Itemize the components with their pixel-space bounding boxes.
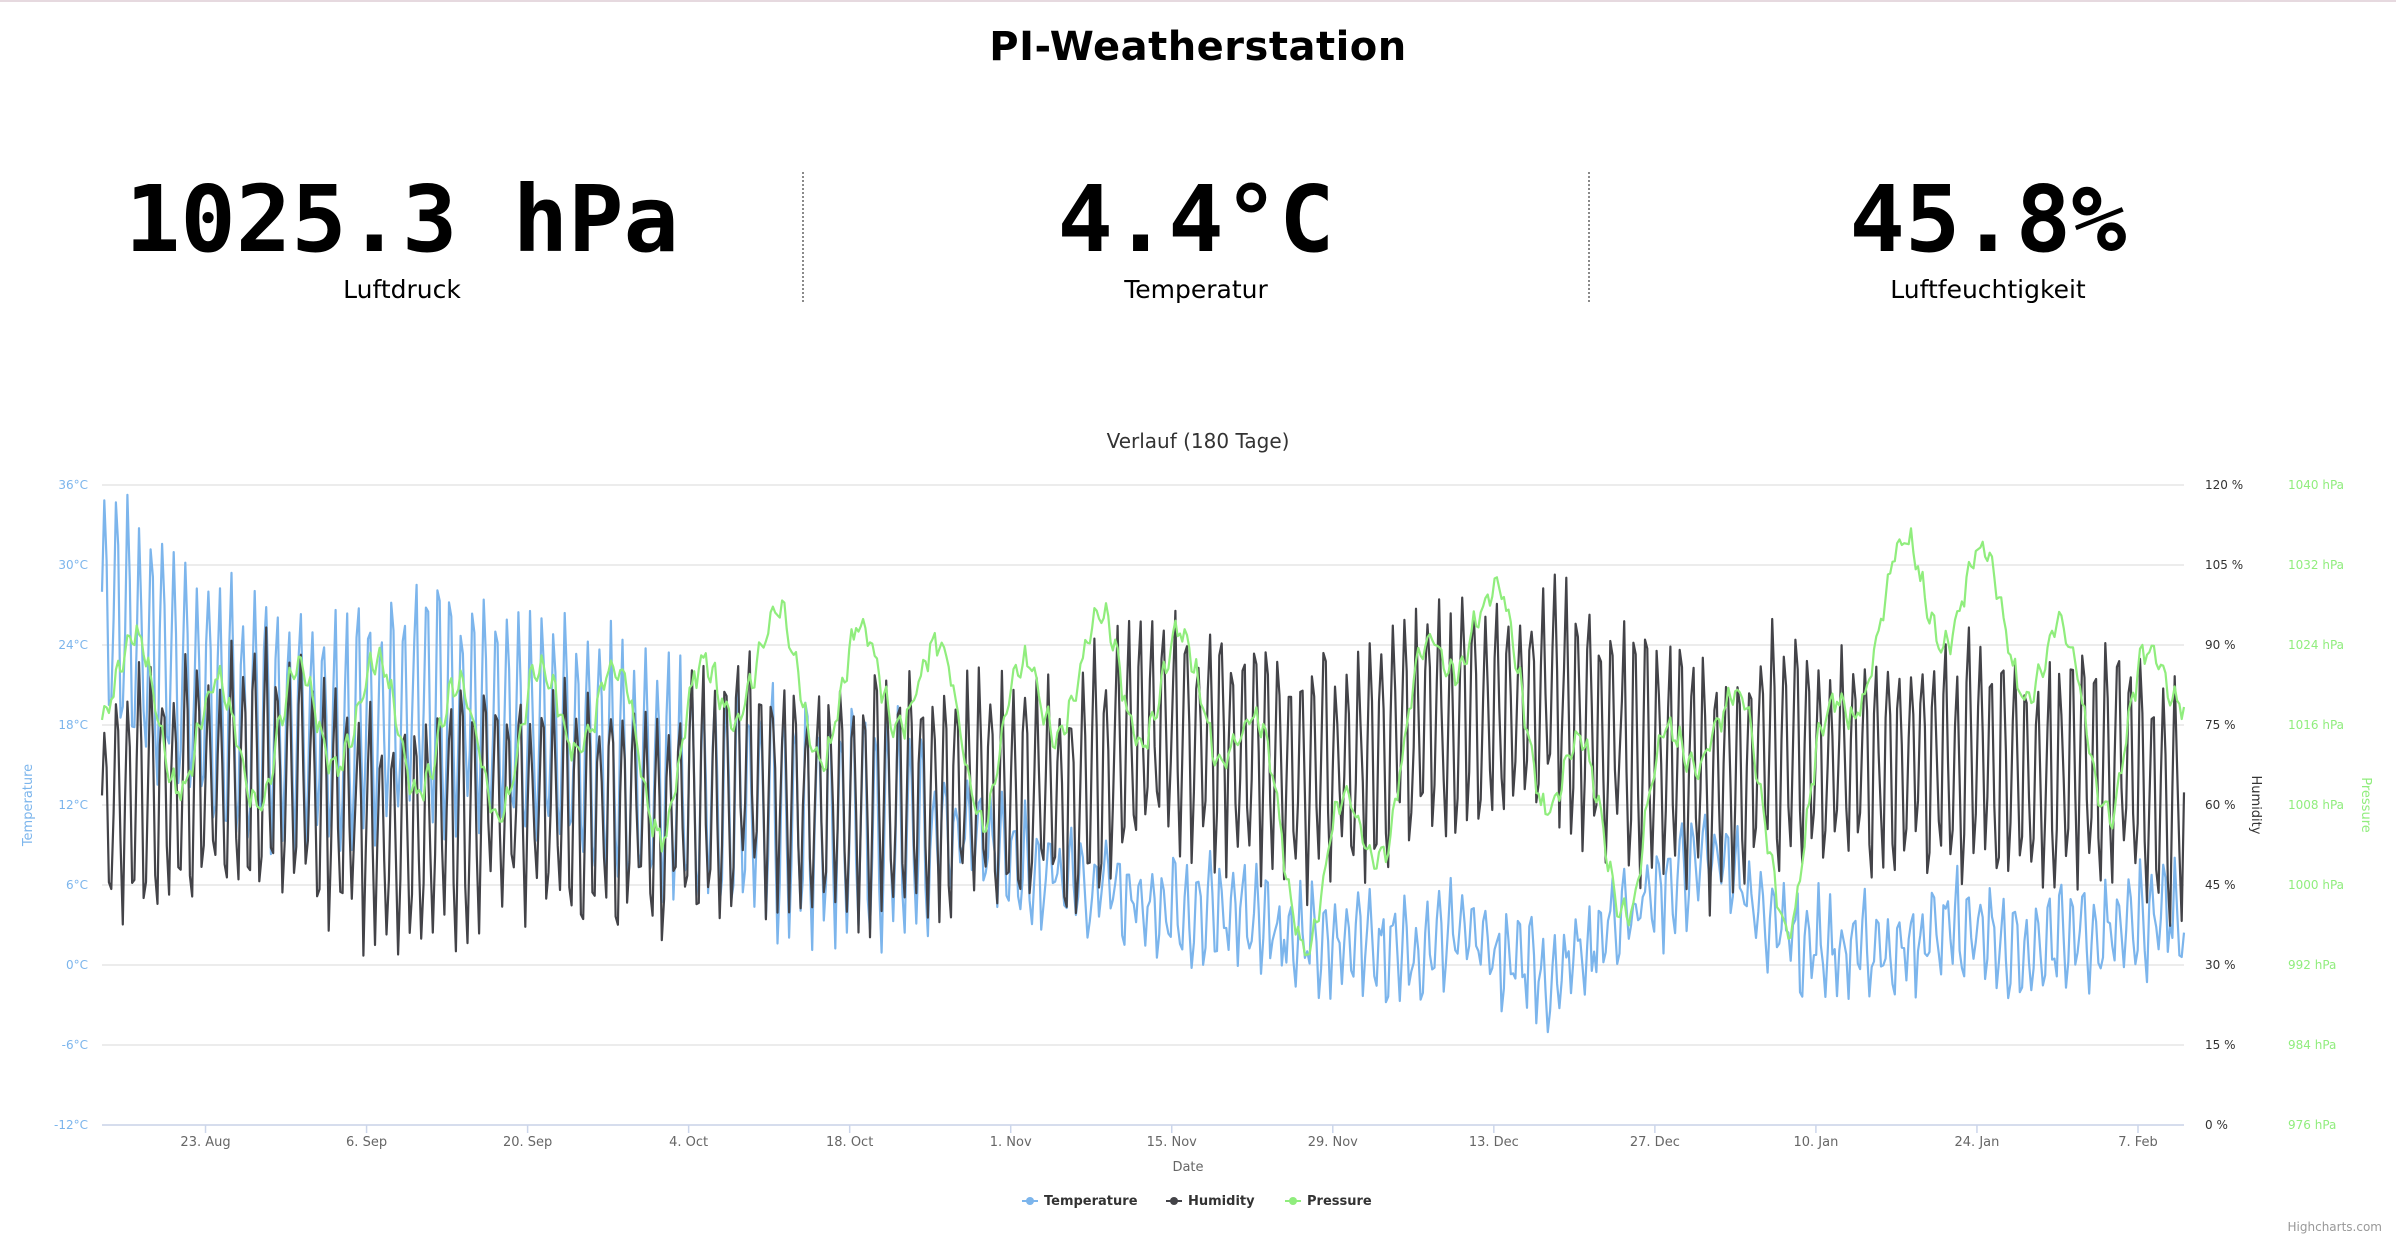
- stat-divider: [802, 172, 804, 302]
- temperature-tick-label: 36°C: [58, 478, 88, 492]
- pressure-tick-label: 984 hPa: [2288, 1038, 2336, 1052]
- x-tick-label: 24. Jan: [1955, 1135, 2000, 1150]
- x-axis-title: Date: [1172, 1160, 1203, 1175]
- temperature-tick-label: -12°C: [54, 1118, 88, 1132]
- humidity-tick-label: 30 %: [2205, 958, 2236, 972]
- humidity-tick-label: 105 %: [2205, 558, 2243, 572]
- legend: Temperature Humidity Pressure: [1022, 1194, 1372, 1209]
- series-line-temperature: [100, 493, 2186, 1034]
- legend-symbol-marker: [1170, 1197, 1178, 1205]
- pressure-tick-label: 1000 hPa: [2288, 878, 2344, 892]
- humidity-axis-title: Humidity: [2248, 776, 2263, 835]
- humidity-tick-label: 120 %: [2205, 478, 2243, 492]
- stat-humidity-label: Luftfeuchtigkeit: [1890, 275, 2086, 304]
- stat-temperature-label: Temperatur: [1124, 275, 1268, 304]
- axes: 23. Aug 6. Sep 20. Sep 4. Oct 18. Oct 1. Nov 1…: [21, 478, 2373, 1150]
- pressure-tick-label: 1040 hPa: [2288, 478, 2344, 492]
- legend-label: Pressure: [1307, 1194, 1372, 1209]
- humidity-tick-label: 15 %: [2205, 1038, 2236, 1052]
- stat-humidity: 45.8% Luftfeuchtigkeit: [1593, 165, 2383, 304]
- stats-row: 1025.3 hPa Luftdruck 4.4°C Temperatur 45…: [0, 165, 2396, 305]
- stat-pressure-value: 1025.3 hPa: [125, 166, 679, 273]
- series-lines: [100, 493, 2186, 1034]
- pressure-tick-label: 976 hPa: [2288, 1118, 2336, 1132]
- x-tick-label: 4. Oct: [669, 1135, 708, 1150]
- x-tick-label: 13. Dec: [1469, 1135, 1519, 1150]
- legend-symbol-marker: [1026, 1197, 1034, 1205]
- humidity-tick-label: 90 %: [2205, 638, 2236, 652]
- pressure-tick-label: 992 hPa: [2288, 958, 2336, 972]
- humidity-tick-label: 60 %: [2205, 798, 2236, 812]
- temperature-tick-label: 18°C: [58, 718, 88, 732]
- pressure-axis-title: Pressure: [2358, 777, 2373, 833]
- x-tick-label: 23. Aug: [180, 1135, 230, 1150]
- credits-link[interactable]: Highcharts.com: [2287, 1220, 2382, 1234]
- x-tick-label: 1. Nov: [990, 1135, 1032, 1150]
- x-tick-label: 20. Sep: [503, 1135, 552, 1150]
- stat-temperature-value: 4.4°C: [1057, 166, 1335, 273]
- x-tick-label: 18. Oct: [826, 1135, 873, 1150]
- series-line-pressure: [100, 527, 2186, 957]
- legend-label: Humidity: [1188, 1194, 1255, 1209]
- page-title: PI-Weatherstation: [989, 24, 1407, 70]
- pressure-tick-label: 1008 hPa: [2288, 798, 2344, 812]
- stat-divider: [1588, 172, 1590, 302]
- legend-item-pressure[interactable]: Pressure: [1285, 1194, 1372, 1209]
- temperature-tick-label: -6°C: [62, 1038, 88, 1052]
- temperature-tick-label: 0°C: [66, 958, 88, 972]
- x-tick-label: 6. Sep: [346, 1135, 387, 1150]
- legend-item-humidity[interactable]: Humidity: [1166, 1194, 1255, 1209]
- temperature-tick-label: 24°C: [58, 638, 88, 652]
- legend-item-temperature[interactable]: Temperature: [1022, 1194, 1138, 1209]
- stat-humidity-value: 45.8%: [1849, 166, 2127, 273]
- temperature-tick-label: 30°C: [58, 558, 88, 572]
- pressure-tick-label: 1032 hPa: [2288, 558, 2344, 572]
- stat-pressure: 1025.3 hPa Luftdruck: [7, 165, 797, 304]
- temperature-tick-label: 6°C: [66, 878, 88, 892]
- stat-pressure-label: Luftdruck: [343, 275, 461, 304]
- legend-label: Temperature: [1044, 1194, 1138, 1209]
- humidity-tick-label: 45 %: [2205, 878, 2236, 892]
- temperature-axis-title: Temperature: [21, 764, 36, 847]
- top-accent-line: [0, 0, 2396, 2]
- stat-temperature: 4.4°C Temperatur: [801, 165, 1591, 304]
- temperature-tick-label: 12°C: [58, 798, 88, 812]
- pressure-tick-label: 1024 hPa: [2288, 638, 2344, 652]
- x-tick-label: 10. Jan: [1793, 1135, 1838, 1150]
- x-tick-label: 15. Nov: [1147, 1135, 1197, 1150]
- x-tick-label: 29. Nov: [1308, 1135, 1358, 1150]
- humidity-tick-label: 0 %: [2205, 1118, 2228, 1132]
- humidity-tick-label: 75 %: [2205, 718, 2236, 732]
- chart-title: Verlauf (180 Tage): [1107, 429, 1290, 453]
- pressure-tick-label: 1016 hPa: [2288, 718, 2344, 732]
- x-tick-label: 27. Dec: [1630, 1135, 1680, 1150]
- history-chart: 23. Aug 6. Sep 20. Sep 4. Oct 18. Oct 1. Nov 1…: [21, 429, 2373, 1209]
- x-tick-label: 7. Feb: [2118, 1135, 2158, 1150]
- legend-symbol-marker: [1289, 1197, 1297, 1205]
